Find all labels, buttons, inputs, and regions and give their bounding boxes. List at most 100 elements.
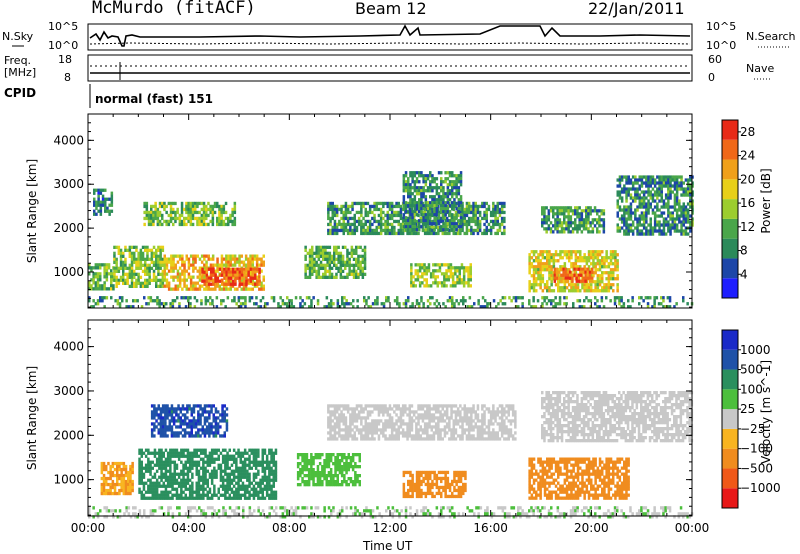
colorbar-tick-label: 4: [740, 267, 748, 281]
echo-cell: [124, 491, 128, 496]
echo-cell: [226, 451, 229, 455]
echo-cell: [147, 469, 150, 473]
echo-cell: [411, 192, 414, 196]
echo-cell: [216, 279, 220, 283]
echo-cell: [171, 299, 175, 303]
echo-cell: [430, 231, 433, 236]
echo-cell: [258, 272, 261, 276]
echo-cell: [467, 222, 471, 227]
echo-cell: [149, 466, 152, 470]
echo-cell: [339, 260, 343, 264]
echo-cell: [565, 296, 568, 300]
echo-cell: [189, 204, 193, 209]
echo-cell: [671, 205, 674, 209]
echo-cell: [627, 214, 630, 218]
echo-cell: [496, 210, 499, 215]
echo-cell: [455, 228, 458, 232]
echo-cell: [344, 225, 348, 230]
echo-cell: [459, 231, 462, 236]
echo-cell: [481, 305, 485, 309]
echo-cell: [180, 493, 183, 497]
echo-cell: [350, 272, 354, 276]
echo-cell: [463, 231, 466, 236]
echo-cell: [539, 274, 542, 278]
echo-cell: [110, 194, 114, 198]
echo-cell: [92, 272, 95, 276]
echo-cell: [402, 216, 406, 220]
echo-cell: [97, 203, 100, 207]
echo-cell: [258, 270, 261, 274]
echo-cell: [216, 222, 219, 227]
echo-cell: [219, 463, 223, 467]
echo-cell: [337, 257, 340, 261]
echo-cell: [346, 219, 350, 224]
echo-cell: [160, 496, 163, 500]
echo-cell: [212, 270, 215, 274]
echo-cell: [598, 289, 602, 293]
echo-cell: [361, 269, 365, 273]
echo-cell: [237, 496, 240, 500]
echo-cell: [95, 200, 98, 204]
echo-cell: [200, 213, 204, 218]
echo-cell: [636, 193, 639, 197]
echo-cell: [629, 305, 632, 309]
echo-cell: [570, 286, 573, 290]
echo-cell: [147, 490, 150, 494]
echo-cell: [339, 275, 343, 279]
echo-cell: [218, 287, 221, 291]
echo-cell: [543, 265, 547, 269]
echo-cell: [559, 265, 562, 269]
echo-cell: [483, 204, 486, 209]
echo-cell: [418, 180, 421, 184]
echo-cell: [426, 225, 430, 229]
echo-cell: [143, 222, 146, 227]
echo-cell: [178, 257, 182, 261]
echo-cell: [207, 201, 210, 206]
echo-cell: [539, 250, 542, 254]
echo-cell: [397, 231, 400, 236]
echo-cell: [229, 263, 232, 267]
echo-cell: [457, 189, 461, 193]
echo-cell: [434, 219, 438, 224]
echo-cell: [249, 281, 252, 285]
echo-cell: [202, 466, 205, 470]
echo-cell: [438, 263, 442, 267]
echo-cell: [584, 276, 587, 280]
echo-cell: [552, 256, 556, 260]
echo-cell: [184, 478, 187, 482]
echo-cell: [317, 251, 321, 255]
echo-cell: [97, 197, 100, 201]
echo-cell: [337, 251, 340, 255]
echo-cell: [682, 223, 685, 227]
echo-cell: [126, 278, 129, 282]
echo-cell: [163, 207, 166, 212]
echo-cell: [616, 199, 619, 203]
echo-cell: [147, 451, 150, 455]
echo-cell: [496, 207, 499, 212]
echo-cell: [459, 213, 463, 217]
echo-cell: [440, 198, 443, 202]
echo-cell: [326, 263, 329, 267]
echo-cell: [410, 281, 413, 285]
echo-cell: [448, 171, 452, 175]
echo-cell: [385, 299, 388, 303]
echo-cell: [93, 209, 96, 213]
echo-cell: [339, 272, 343, 276]
echo-cell: [514, 299, 518, 303]
echo-cell: [669, 229, 672, 233]
echo-cell: [445, 225, 449, 230]
echo-cell: [194, 254, 197, 258]
echo-cell: [357, 222, 361, 227]
echo-cell: [207, 254, 210, 258]
echo-cell: [565, 215, 568, 219]
echo-cell: [537, 268, 540, 272]
echo-cell: [445, 272, 448, 276]
echo-cell: [442, 201, 445, 205]
echo-cell: [418, 284, 422, 288]
echo-cell: [160, 472, 163, 476]
echo-cell: [301, 299, 304, 303]
echo-cell: [202, 469, 205, 473]
echo-cell: [559, 253, 562, 257]
echo-cell: [240, 287, 243, 291]
echo-cell: [211, 254, 215, 258]
